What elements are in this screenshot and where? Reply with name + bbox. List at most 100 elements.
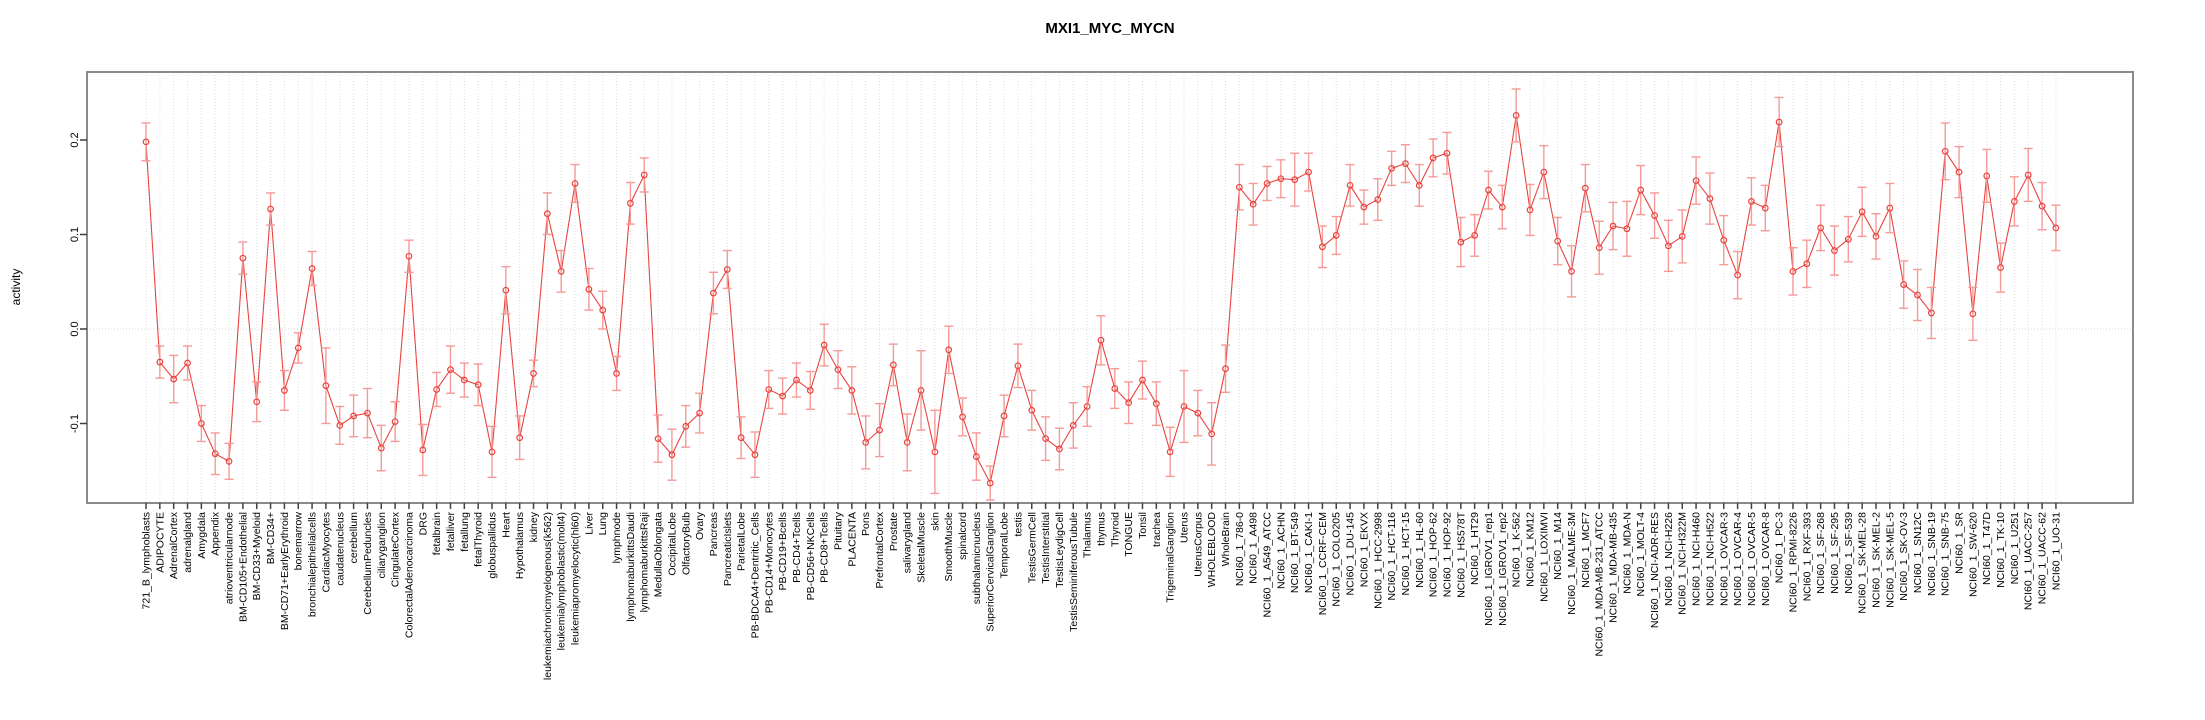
error-bar xyxy=(1331,215,1341,256)
category-label: fetalbrain xyxy=(431,512,443,555)
data-point xyxy=(806,387,814,394)
data-point xyxy=(1789,267,1797,275)
x-axis: 721_B_lymphoblasts ADIPOCYTE AdrenalCortex… xyxy=(141,503,2062,680)
category-label: NCI60_1_HT29 xyxy=(1469,512,1481,585)
error-bar xyxy=(944,325,954,375)
error-bar xyxy=(1622,200,1632,257)
error-bar xyxy=(1207,402,1217,466)
category-label: NCI60_1_COLO205 xyxy=(1331,512,1343,607)
error-bar xyxy=(542,192,552,236)
category-label: NCI60_1_CAKI-1 xyxy=(1303,512,1315,593)
error-bar xyxy=(2009,176,2019,227)
data-point xyxy=(1277,175,1285,183)
data-point xyxy=(973,453,980,460)
category-label: globuspallidus xyxy=(487,512,499,579)
error-bar xyxy=(1954,145,1964,199)
error-bar xyxy=(1221,344,1231,394)
y-tick-label: -0.1 xyxy=(69,414,81,433)
error-bar xyxy=(1899,260,1909,309)
error-bar xyxy=(141,122,151,162)
data-point xyxy=(502,286,510,294)
error-bar xyxy=(293,332,303,364)
error-bar xyxy=(971,432,981,481)
data-point xyxy=(1761,204,1769,212)
error-bar xyxy=(252,381,262,423)
category-label: NCI60_1_DU-145 xyxy=(1345,512,1357,596)
y-tick-label: 0.2 xyxy=(69,132,81,147)
category-label: thymus xyxy=(1095,512,1107,546)
error-bar xyxy=(2037,181,2047,231)
data-point xyxy=(1651,212,1658,220)
data-point xyxy=(1706,195,1714,202)
data-point xyxy=(1512,112,1520,119)
error-bar xyxy=(1414,163,1424,207)
category-label: TrigeminalGanglion xyxy=(1165,512,1177,603)
category-label: TestisGermCell xyxy=(1026,512,1038,583)
error-bar xyxy=(1996,242,2006,293)
data-point xyxy=(1305,168,1312,176)
error-bar xyxy=(1096,315,1106,366)
error-bar xyxy=(1317,225,1327,269)
error-bar xyxy=(722,249,732,290)
category-label: salivarygland xyxy=(902,512,914,573)
data-point xyxy=(1914,291,1921,299)
error-bar xyxy=(1041,416,1051,462)
data-point xyxy=(253,398,261,406)
error-bar xyxy=(1539,144,1549,200)
category-label: NCI60_1_NCI-H460 xyxy=(1691,512,1703,606)
error-bar xyxy=(1871,213,1881,260)
category-label: Tonsil xyxy=(1137,512,1149,539)
error-bar xyxy=(1110,367,1120,410)
data-point xyxy=(1139,376,1146,384)
category-label: Liver xyxy=(583,512,595,535)
data-point xyxy=(516,434,524,442)
error-bar xyxy=(459,362,469,398)
category-label: NCI60_1_IGROV1_rep2 xyxy=(1497,512,1509,626)
error-bar xyxy=(1580,163,1590,213)
data-point xyxy=(1360,203,1368,211)
error-bar xyxy=(1636,164,1646,216)
data-point xyxy=(1775,118,1783,126)
data-point xyxy=(599,306,607,314)
data-point xyxy=(1858,208,1866,216)
category-label: subthalamicnucleus xyxy=(971,512,983,604)
category-label: Hypothalamus xyxy=(514,512,526,579)
category-label: NCI60_1_SW-620 xyxy=(1967,512,1979,597)
error-bar xyxy=(708,271,718,315)
error-bar xyxy=(750,431,760,479)
category-label: NCI60_1_TK-10 xyxy=(1995,512,2007,588)
error-bar xyxy=(1165,426,1175,478)
error-bar xyxy=(681,404,691,448)
data-point xyxy=(1152,400,1160,408)
category-label: NCI60_1_MALME-3M xyxy=(1566,512,1578,615)
data-point xyxy=(654,435,662,443)
category-label: Pituitary xyxy=(833,511,845,550)
error-bar xyxy=(321,347,331,425)
category-label: NCI60_1_UACC-62 xyxy=(2037,512,2049,604)
data-point xyxy=(1831,247,1838,254)
category-label: NCI60_1_NCI-ADR-RES xyxy=(1649,512,1661,628)
data-point xyxy=(1180,403,1188,410)
category-label: BM-CD33+Myeloid xyxy=(251,512,263,601)
data-point xyxy=(1595,244,1603,252)
category-label: cerebellum xyxy=(348,512,360,564)
category-label: fetalThyroid xyxy=(473,512,485,567)
data-point xyxy=(267,205,274,213)
error-bar xyxy=(1525,183,1535,237)
category-label: trachea xyxy=(1151,512,1163,547)
error-bar xyxy=(1788,247,1798,296)
error-bar xyxy=(1691,156,1701,205)
error-bar xyxy=(2051,204,2061,252)
data-point xyxy=(1623,225,1631,233)
data-point xyxy=(1969,310,1977,318)
data-point xyxy=(917,387,925,394)
error-bar xyxy=(1124,381,1134,425)
data-point xyxy=(710,289,717,297)
error-bar xyxy=(1926,286,1936,340)
error-bar xyxy=(695,392,705,434)
error-bar xyxy=(1027,389,1037,431)
category-label: NCI60_1_SK-MEL-5 xyxy=(1884,512,1896,608)
category-label: NCI60_1_SF-295 xyxy=(1829,512,1841,594)
category-label: NCI60_1_OVCAR-3 xyxy=(1718,512,1730,606)
category-label: Ovary xyxy=(694,511,706,540)
